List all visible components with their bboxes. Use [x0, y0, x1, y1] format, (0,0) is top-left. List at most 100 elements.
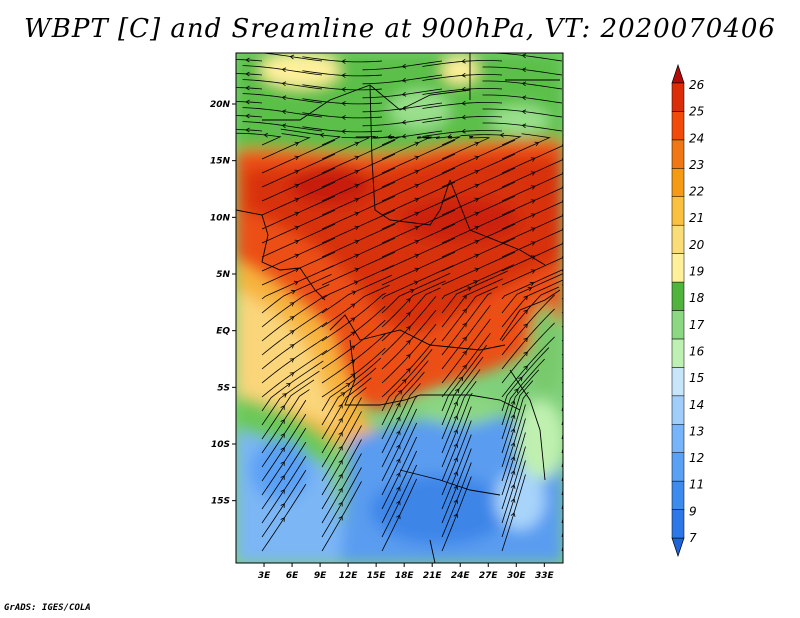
streamline-arrow — [396, 416, 401, 422]
streamline-arrow — [510, 428, 516, 433]
lat-label: EQ — [216, 327, 230, 337]
streamline-arrow — [406, 326, 411, 331]
streamline-arrow — [530, 199, 536, 204]
streamline-arrow — [458, 376, 464, 382]
colorbar-label: 12 — [689, 451, 704, 465]
streamline-arrow — [453, 457, 459, 462]
streamline-arrow — [453, 513, 459, 518]
streamline-arrow — [523, 351, 528, 357]
colorbar-label: 24 — [689, 131, 704, 145]
streamline — [501, 187, 563, 216]
streamline-arrow — [530, 255, 536, 260]
streamline — [236, 73, 263, 76]
streamline-arrow — [294, 225, 300, 231]
streamline-arrow — [461, 100, 466, 106]
streamline-arrow — [341, 87, 346, 92]
streamline-arrow — [354, 141, 360, 147]
streamline-arrow — [353, 280, 359, 285]
streamline — [262, 53, 323, 62]
colorbar-label: 13 — [689, 424, 704, 438]
streamline-arrow — [530, 171, 536, 176]
streamline-arrow — [474, 169, 480, 175]
lat-label: 5S — [217, 383, 230, 393]
colorbar-swatch — [671, 253, 685, 283]
streamline-arrow — [280, 503, 285, 508]
colorbar-label: 14 — [689, 398, 704, 412]
streamline — [236, 87, 263, 90]
streamline-arrow — [414, 239, 420, 245]
streamline-arrow — [453, 485, 459, 490]
lon-label: 18E — [395, 571, 415, 581]
streamline-arrow — [280, 419, 285, 424]
streamline — [561, 297, 563, 300]
streamline-arrow — [499, 132, 505, 138]
colorbar-label: 23 — [689, 158, 704, 172]
colorbar-swatch — [671, 139, 685, 169]
streamline-arrow — [461, 128, 466, 134]
streamline-arrow — [338, 487, 343, 493]
streamline-arrow — [527, 286, 533, 292]
streamline-arrow — [510, 512, 516, 517]
streamline-arrow — [341, 115, 346, 120]
streamline-arrow — [474, 183, 480, 189]
streamlines — [236, 53, 563, 552]
streamline-arrow — [510, 400, 516, 405]
colorbar-swatch — [671, 509, 685, 539]
colorbar: 7 9 11 12 13 14 15 16 17 18 19 20 21 22 23 24 25 26 — [671, 63, 705, 558]
colorbar-swatch — [671, 452, 685, 482]
streamline-arrow — [245, 57, 250, 63]
streamline-arrow — [455, 388, 460, 394]
streamline-arrow — [406, 312, 411, 317]
streamline-arrow — [338, 417, 343, 423]
streamline-arrow — [289, 316, 295, 321]
streamline — [561, 325, 563, 328]
streamline-arrow — [263, 132, 269, 138]
streamline-arrow — [474, 141, 480, 147]
streamline-arrow — [530, 241, 536, 246]
streamline-arrow — [414, 267, 420, 273]
streamline-arrow — [474, 155, 480, 161]
streamline-arrow — [453, 429, 459, 434]
streamline-arrow — [350, 345, 356, 350]
streamline-arrow — [280, 475, 285, 480]
colorbar-label: 25 — [689, 105, 704, 119]
colorbar-label: 15 — [689, 371, 704, 385]
colorbar-swatch — [671, 224, 685, 254]
streamline — [501, 159, 563, 188]
streamline-arrow — [396, 486, 401, 492]
streamline-arrow — [245, 127, 250, 133]
colorbar-swatch — [671, 196, 685, 226]
streamline-arrow — [396, 472, 401, 478]
lon-label: 21E — [423, 571, 443, 581]
footer-credit: GrADS: IGES/COLA — [4, 603, 91, 613]
streamline — [561, 367, 563, 370]
streamline-arrow — [245, 71, 250, 77]
streamline-arrow — [453, 401, 459, 406]
streamline-arrow — [354, 211, 360, 217]
streamline — [561, 353, 563, 356]
colorbar-label: 11 — [689, 478, 704, 492]
streamline-arrow — [396, 430, 401, 436]
colorbar-label: 26 — [689, 78, 705, 92]
streamline-arrow — [414, 211, 420, 217]
streamline-arrow — [461, 72, 466, 78]
streamline-arrow — [402, 378, 407, 384]
streamline-arrow — [462, 294, 467, 300]
streamline-arrow — [518, 376, 523, 382]
streamline — [501, 229, 563, 258]
streamline-arrow — [294, 267, 300, 273]
lat-label: 15S — [211, 497, 230, 507]
streamline-arrow — [521, 81, 527, 87]
streamline-arrow — [530, 269, 536, 274]
streamline-arrow — [294, 183, 300, 189]
streamline-arrow — [397, 390, 403, 395]
streamline-arrow — [354, 169, 360, 175]
streamline-arrow — [462, 322, 467, 328]
streamline-arrow — [396, 458, 401, 464]
streamline-arrow — [401, 77, 407, 83]
streamline-arrow — [406, 298, 411, 303]
streamline-arrow — [461, 114, 466, 120]
streamline-arrow — [354, 155, 360, 161]
streamline-arrow — [414, 155, 420, 161]
colorbar-bottom-arrow — [671, 537, 685, 558]
